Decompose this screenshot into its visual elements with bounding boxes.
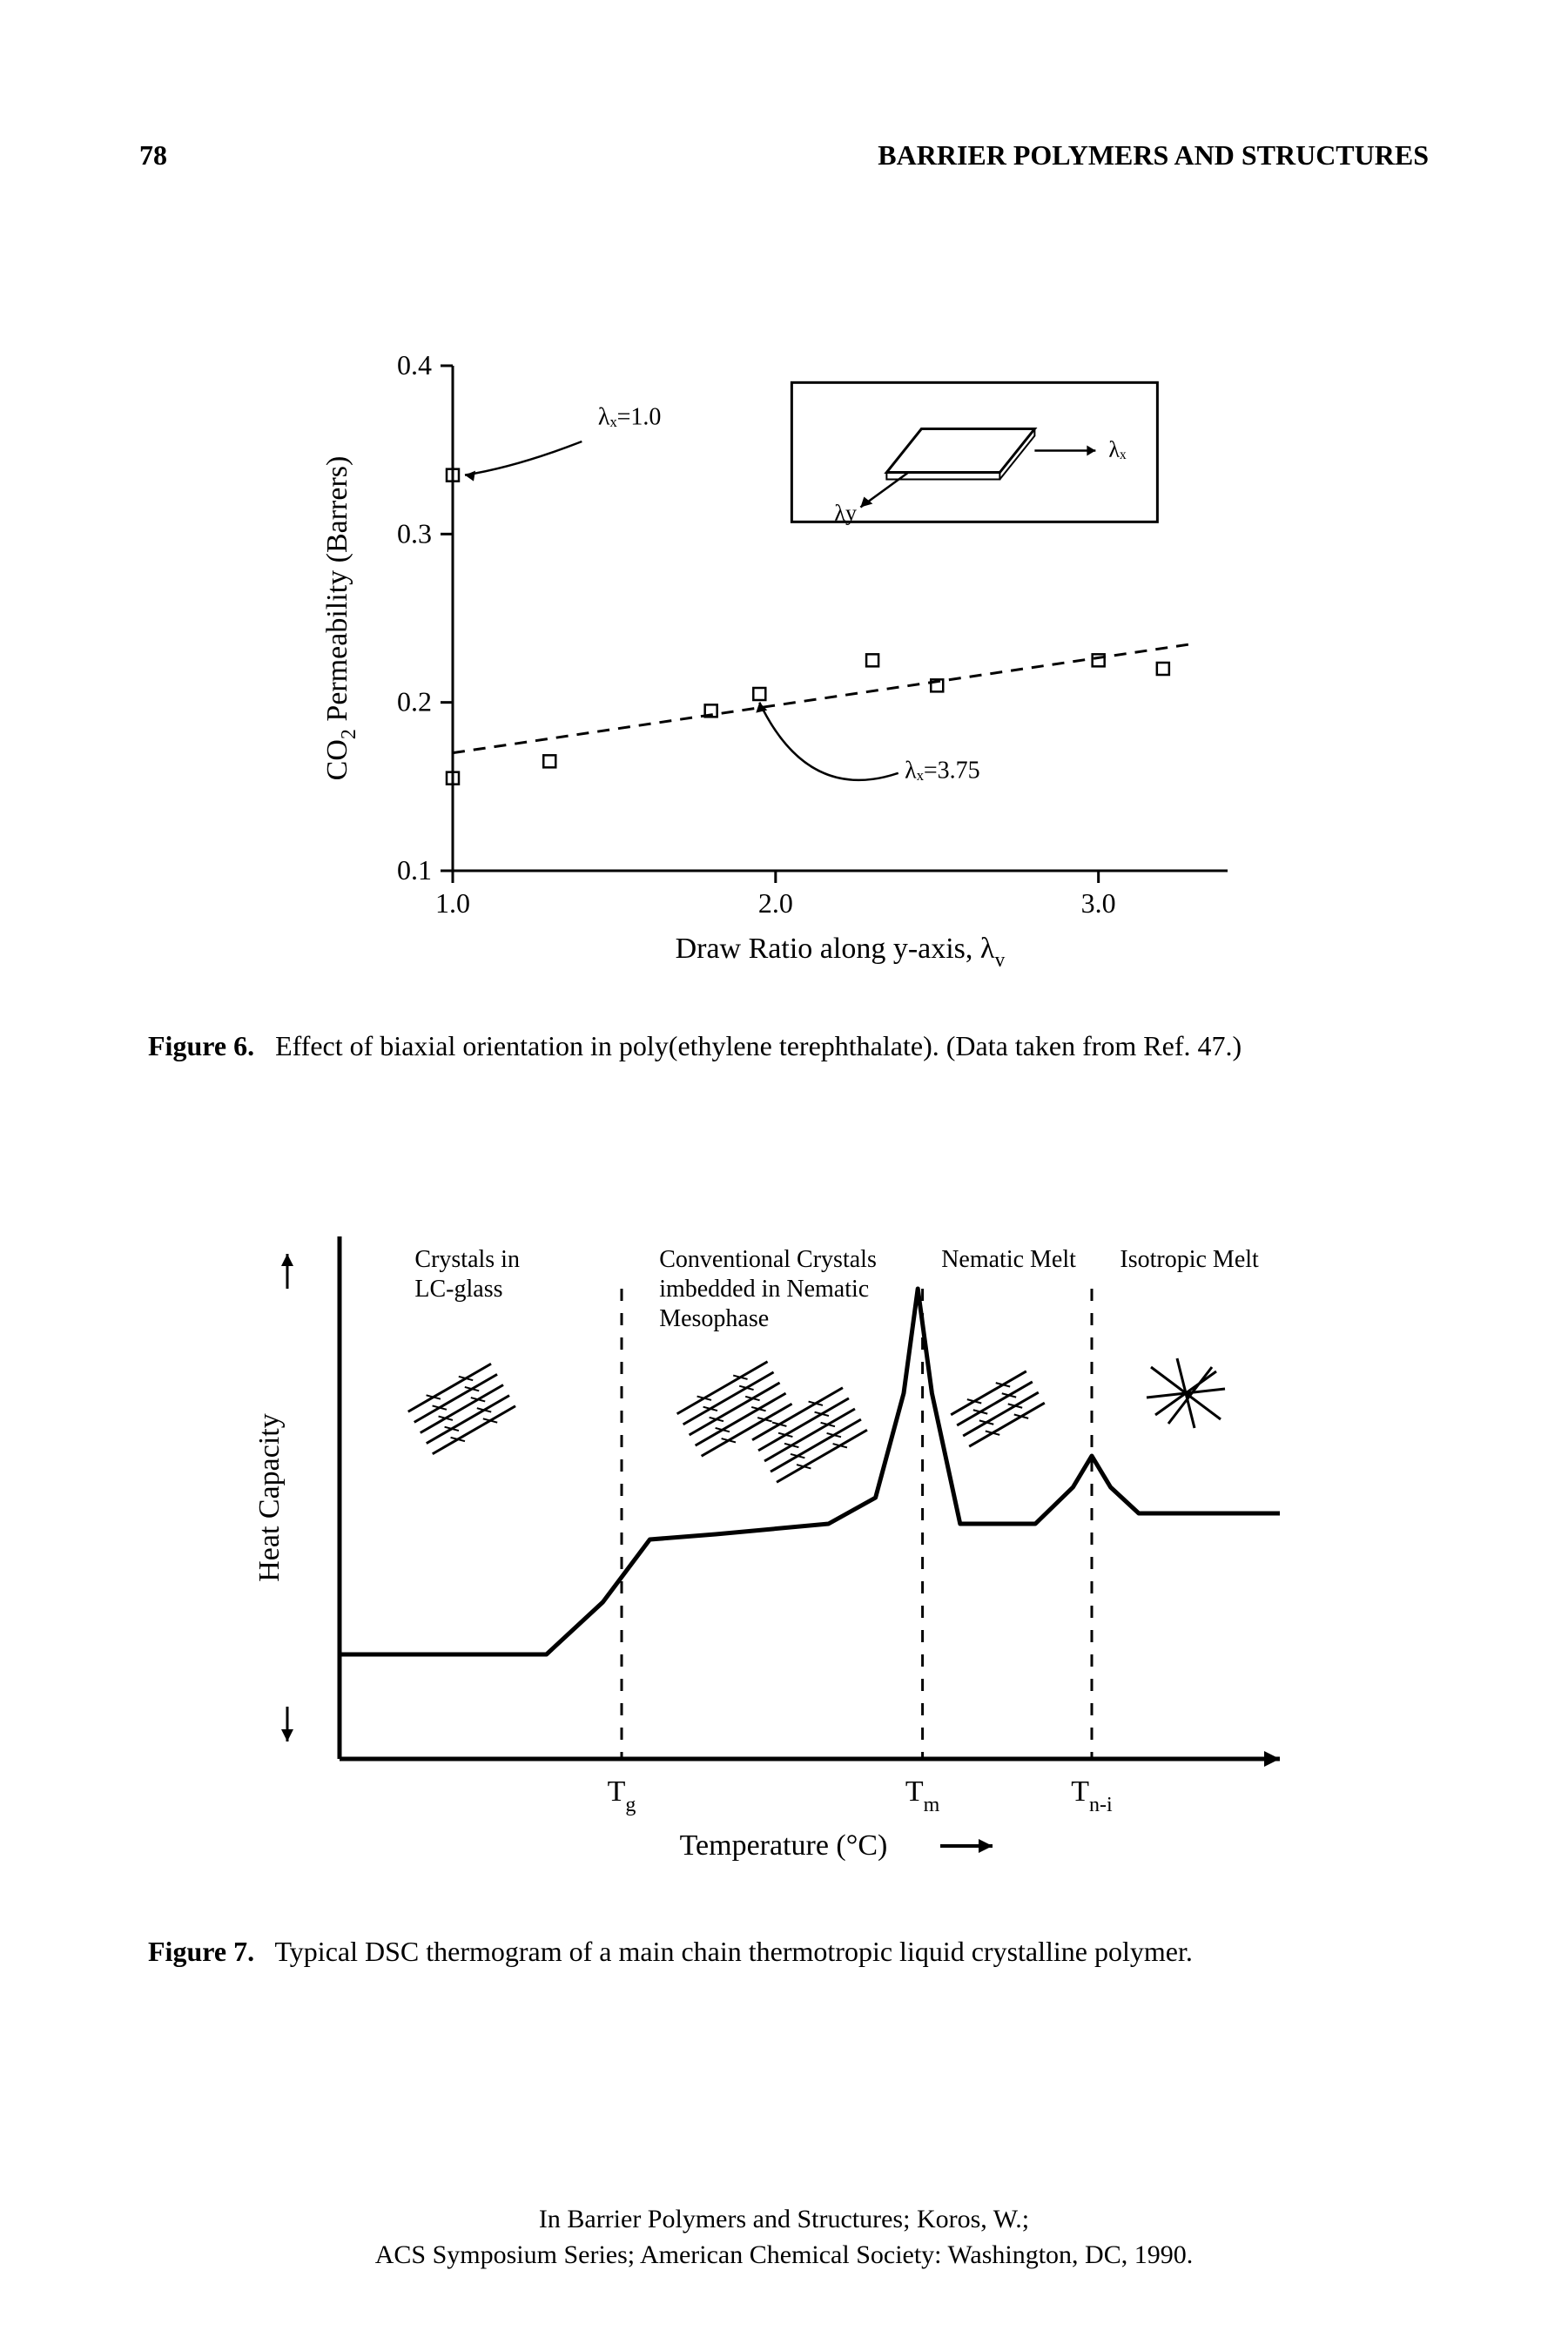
svg-text:Conventional Crystals: Conventional Crystals xyxy=(659,1246,877,1273)
svg-text:0.3: 0.3 xyxy=(397,517,432,549)
svg-text:Crystals in: Crystals in xyxy=(414,1246,520,1273)
page-number: 78 xyxy=(139,139,167,172)
svg-text:λₓ=3.75: λₓ=3.75 xyxy=(905,758,980,785)
figure-7-caption: Figure 7. Typical DSC thermogram of a ma… xyxy=(148,1933,1350,1970)
page-header: 78 BARRIER POLYMERS AND STRUCTURES xyxy=(139,139,1429,172)
svg-text:CO2 Permeability (Barrers): CO2 Permeability (Barrers) xyxy=(321,456,360,781)
footer-line-2: ACS Symposium Series; American Chemical … xyxy=(0,2238,1568,2274)
figure-6-svg: 0.1 0.2 0.3 0.4 1.0 2.0 3.0 CO2 Permeability (B… xyxy=(305,340,1262,967)
svg-text:2.0: 2.0 xyxy=(758,887,793,919)
figure-7-caption-text: Typical DSC thermogram of a main chain t… xyxy=(274,1936,1192,1967)
svg-text:1.0: 1.0 xyxy=(435,887,470,919)
figure-6-caption: Figure 6. Effect of biaxial orientation … xyxy=(148,1027,1350,1065)
page-footer: In Barrier Polymers and Structures; Koro… xyxy=(0,2202,1568,2273)
svg-text:0.4: 0.4 xyxy=(397,349,432,381)
svg-text:Draw Ratio along y-axis, λy: Draw Ratio along y-axis, λy xyxy=(676,933,1006,967)
figure-7: Heat Capacity Temperature (°C) Tg Tm Tn-i Cry… xyxy=(235,1219,1332,1881)
figure-6-caption-text: Effect of biaxial orientation in poly(et… xyxy=(275,1030,1242,1061)
svg-text:Temperature (°C): Temperature (°C) xyxy=(680,1829,888,1862)
svg-text:λₓ=1.0: λₓ=1.0 xyxy=(598,404,662,431)
svg-text:Heat Capacity: Heat Capacity xyxy=(253,1413,286,1582)
svg-text:Isotropic Melt: Isotropic Melt xyxy=(1120,1246,1259,1273)
figure-7-prefix: Figure 7. xyxy=(148,1936,254,1967)
page: 78 BARRIER POLYMERS AND STRUCTURES 0.10.… xyxy=(0,0,1568,2351)
footer-line-1: In Barrier Polymers and Structures; Koro… xyxy=(0,2202,1568,2238)
svg-text:imbedded in Nematic: imbedded in Nematic xyxy=(659,1276,869,1303)
svg-text:Mesophase: Mesophase xyxy=(659,1305,769,1332)
svg-text:λy: λy xyxy=(834,501,857,526)
svg-text:3.0: 3.0 xyxy=(1081,887,1116,919)
svg-text:LC-glass: LC-glass xyxy=(414,1276,502,1303)
running-title: BARRIER POLYMERS AND STRUCTURES xyxy=(878,139,1429,172)
svg-text:0.2: 0.2 xyxy=(397,686,432,717)
svg-text:λₓ: λₓ xyxy=(1108,437,1127,462)
svg-text:Nematic Melt: Nematic Melt xyxy=(941,1246,1076,1273)
svg-text:Tm: Tm xyxy=(905,1775,940,1816)
svg-text:Tg: Tg xyxy=(608,1775,636,1816)
figure-6: 0.1 0.2 0.3 0.4 1.0 2.0 3.0 CO2 Permeability (B… xyxy=(305,340,1262,967)
svg-text:0.1: 0.1 xyxy=(397,854,432,886)
figure-7-svg: Heat Capacity Temperature (°C) Tg Tm Tn-i Cry… xyxy=(235,1219,1332,1881)
figure-6-prefix: Figure 6. xyxy=(148,1030,254,1061)
svg-text:Tn-i: Tn-i xyxy=(1071,1775,1113,1816)
